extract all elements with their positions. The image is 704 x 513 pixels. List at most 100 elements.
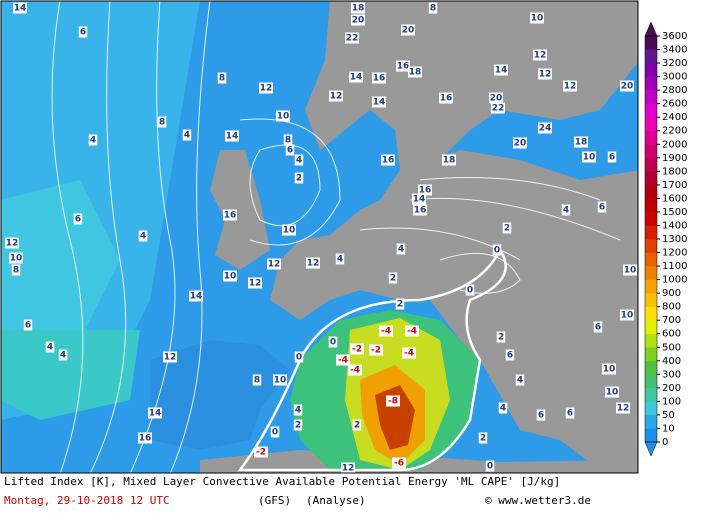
- label-box: [351, 2, 365, 14]
- label-box: [254, 446, 268, 458]
- label-box: [602, 363, 616, 375]
- map-label: -4: [381, 327, 391, 337]
- map-label: 10: [531, 14, 544, 24]
- legend-label: 1600: [662, 193, 687, 204]
- label-box: [388, 272, 398, 284]
- map-label: 12: [534, 51, 547, 61]
- color-swatch: [645, 36, 657, 50]
- label-box: [294, 172, 304, 184]
- map-label: 4: [337, 255, 343, 265]
- map-label: 8: [219, 74, 225, 84]
- label-box: [513, 137, 527, 149]
- color-swatch: [645, 144, 657, 159]
- label-box: [574, 136, 588, 148]
- map-label: 16: [397, 62, 410, 72]
- map-label: 2: [295, 421, 301, 431]
- color-swatch: [645, 306, 657, 321]
- color-swatch: [645, 252, 657, 267]
- map-label: -8: [388, 397, 398, 407]
- label-box: [538, 122, 552, 134]
- legend-label: 2000: [662, 139, 687, 150]
- color-swatch: [645, 225, 657, 240]
- map-label: 10: [274, 376, 287, 386]
- map-frame: [0, 0, 639, 474]
- map-label: 20: [490, 94, 503, 104]
- color-swatch: [645, 414, 657, 429]
- label-box: [329, 90, 343, 102]
- label-box: [593, 321, 603, 333]
- map-label: 12: [249, 279, 262, 289]
- label-box: [335, 253, 345, 265]
- label-box: [428, 2, 438, 14]
- label-box: [294, 351, 304, 363]
- map-label: 12: [268, 260, 281, 270]
- map-label: 14: [495, 66, 508, 76]
- color-swatch: [645, 320, 657, 335]
- map-label: 6: [609, 153, 615, 163]
- label-box: [561, 204, 571, 216]
- map-label: 6: [595, 323, 601, 333]
- legend-label: 3200: [662, 58, 687, 69]
- title: Lifted Index [K], Mixed Layer Convective…: [4, 475, 560, 488]
- label-box: [401, 24, 415, 36]
- label-box: [413, 204, 427, 216]
- label-box: [293, 404, 303, 416]
- map-label: 10: [621, 311, 634, 321]
- label-box: [538, 68, 552, 80]
- map-label: 4: [60, 351, 66, 361]
- britain: [210, 150, 270, 270]
- map-label: 2: [397, 300, 403, 310]
- label-box: [439, 92, 453, 104]
- map-label: 12: [164, 353, 177, 363]
- label-box: [412, 193, 426, 205]
- map-label: 0: [330, 338, 336, 348]
- map-label: 14: [14, 4, 27, 14]
- map-label: 16: [414, 206, 427, 216]
- zero-line: [237, 247, 507, 472]
- label-box: [45, 341, 55, 353]
- map-label: 2: [498, 333, 504, 343]
- legend-label: 600: [662, 329, 681, 340]
- map-label: 10: [603, 365, 616, 375]
- map-label: 6: [599, 203, 605, 213]
- map-label: 6: [567, 409, 573, 419]
- label-box: [148, 407, 162, 419]
- color-swatch: [645, 117, 657, 132]
- map-label: 0: [296, 353, 302, 363]
- map-label: 8: [159, 118, 165, 128]
- legend-label: 500: [662, 342, 681, 353]
- legend-label: 2200: [662, 126, 687, 137]
- label-box: [88, 134, 98, 146]
- map-label: 6: [80, 28, 86, 38]
- map-label: 14: [226, 132, 239, 142]
- map-label: 22: [492, 104, 505, 114]
- color-swatch: [645, 76, 657, 91]
- map-label: 16: [440, 94, 453, 104]
- label-box: [605, 386, 619, 398]
- map-label: 4: [296, 156, 302, 166]
- label-box: [386, 395, 400, 407]
- legend-label: 3000: [662, 72, 687, 83]
- map-label: 0: [487, 462, 493, 472]
- map-label: 16: [373, 74, 386, 84]
- map-label: 14: [190, 292, 203, 302]
- label-box: [282, 224, 296, 236]
- map-label: 12: [260, 84, 273, 94]
- label-box: [607, 151, 617, 163]
- legend-label: 1900: [662, 153, 687, 164]
- map-label: 18: [409, 68, 422, 78]
- legend-label: 1000: [662, 275, 687, 286]
- label-box: [492, 244, 502, 256]
- legend-label: 700: [662, 315, 681, 326]
- credit: © www.wetter3.de: [485, 494, 591, 507]
- map-label: 12: [330, 92, 343, 102]
- legend-label: 1800: [662, 166, 687, 177]
- map-label: 10: [606, 388, 619, 398]
- color-swatch: [645, 130, 657, 145]
- map-label: 6: [507, 351, 513, 361]
- color-swatch: [645, 184, 657, 199]
- legend-label: 800: [662, 302, 681, 313]
- arrow-bottom: [644, 441, 658, 457]
